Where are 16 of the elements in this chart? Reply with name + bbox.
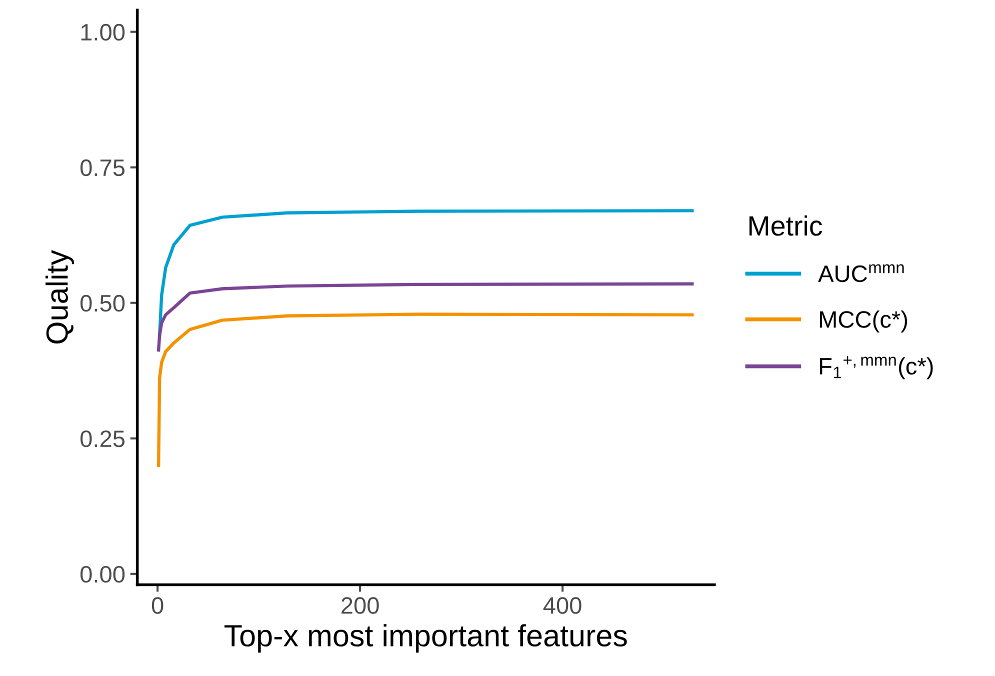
y-tick-label: 0.50	[80, 294, 125, 312]
x-tick-label: 0	[152, 597, 164, 614]
line-series	[156, 282, 694, 352]
y-tick-label: 0.75	[80, 159, 125, 176]
y-tick-label: 0.25	[80, 430, 125, 448]
line-series	[156, 312, 694, 468]
legend-label: F$_{1}$$^{+,mmn}$(c*)	[820, 356, 933, 380]
y-axis-title: Quality	[46, 250, 74, 344]
x-tick-label: 400	[543, 597, 582, 614]
legend-title: Metric	[749, 215, 822, 236]
legend-label: MCC(c*)	[820, 310, 908, 333]
legend-label: AUC$^{mmn}$	[818, 264, 904, 282]
x-tick-label: 200	[342, 597, 379, 614]
y-tick-label: 1.00	[81, 24, 125, 41]
y-tick-label: 0.00	[80, 566, 125, 583]
x-axis-title: Top-x most important features	[224, 624, 627, 653]
